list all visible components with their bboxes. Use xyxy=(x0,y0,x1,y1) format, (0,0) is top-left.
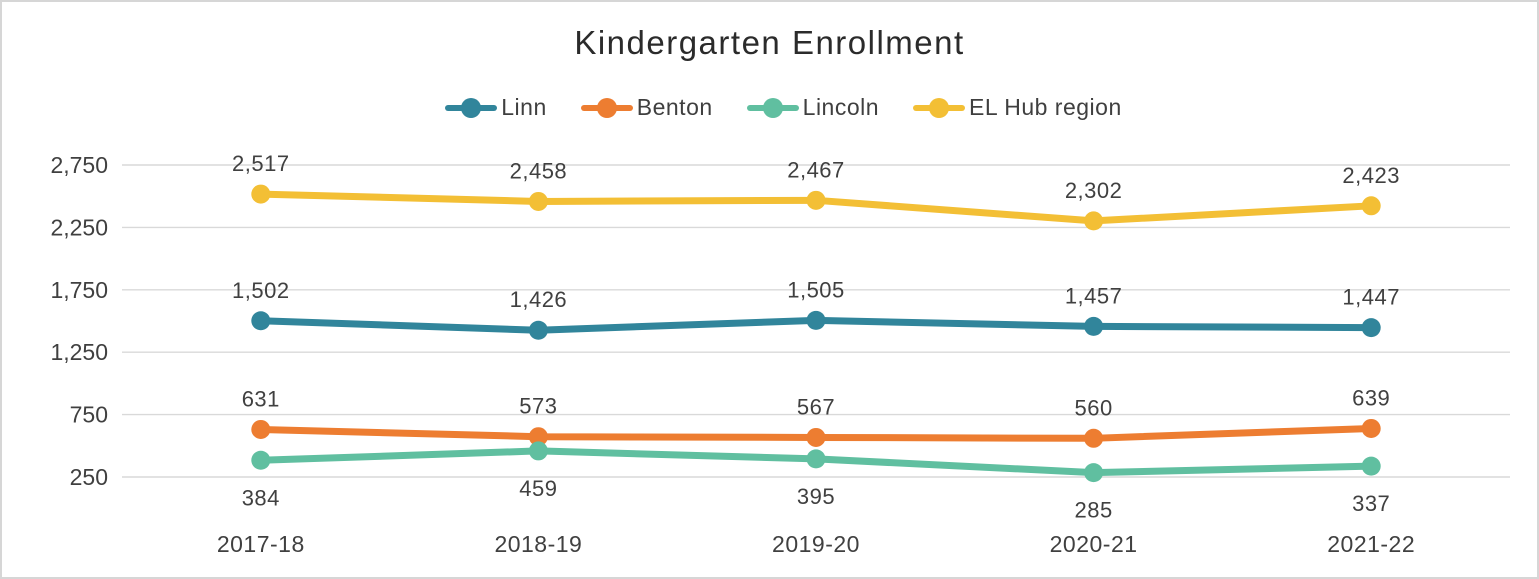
data-point-linn xyxy=(806,310,826,330)
data-point-lincoln xyxy=(528,441,548,461)
data-point-el-hub-region xyxy=(1084,211,1104,231)
chart-legend: Linn Benton Lincoln EL Hub region xyxy=(16,94,1537,121)
legend-item-el-hub-region: EL Hub region xyxy=(913,94,1122,121)
data-point-el-hub-region xyxy=(806,190,826,210)
data-point-benton xyxy=(251,419,271,439)
legend-label-el-hub-region: EL Hub region xyxy=(969,94,1122,120)
data-point-el-hub-region xyxy=(1361,196,1381,216)
y-tick-label: 1,750 xyxy=(50,277,108,303)
legend-marker-el-hub-region-icon xyxy=(913,97,966,118)
data-point-lincoln xyxy=(251,450,271,470)
data-label-benton: 573 xyxy=(519,394,557,419)
data-label-el-hub-region: 2,302 xyxy=(1065,178,1123,203)
data-point-el-hub-region xyxy=(528,191,548,211)
legend-item-lincoln: Lincoln xyxy=(746,94,880,121)
data-point-linn xyxy=(1361,318,1381,338)
data-label-benton: 567 xyxy=(797,394,835,419)
data-point-linn xyxy=(528,320,548,340)
data-label-benton: 639 xyxy=(1352,385,1390,410)
data-label-lincoln: 459 xyxy=(519,476,557,501)
data-label-linn: 1,502 xyxy=(232,278,290,303)
data-point-benton xyxy=(528,427,548,447)
chart-title: Kindergarten Enrollment xyxy=(574,24,965,61)
series-linn: 1,502 1,426 1,505 1,457 1,447 xyxy=(232,277,1400,340)
x-tick-label: 2020-21 xyxy=(1050,531,1138,557)
data-label-linn: 1,426 xyxy=(510,287,568,312)
data-point-benton xyxy=(1084,428,1104,448)
data-label-lincoln: 337 xyxy=(1352,491,1390,516)
legend-label-lincoln: Lincoln xyxy=(802,94,880,120)
x-tick-label: 2017-18 xyxy=(217,531,305,557)
legend-label-linn: Linn xyxy=(501,94,547,120)
data-point-linn xyxy=(1084,316,1104,336)
y-tick-label: 2,750 xyxy=(50,152,108,178)
series-el-hub-region: 2,517 2,458 2,467 2,302 2,423 xyxy=(232,151,1400,231)
data-label-benton: 631 xyxy=(242,386,280,411)
x-axis-labels: 2017-18 2018-19 2019-20 2020-21 2021-22 xyxy=(217,531,1415,557)
data-label-lincoln: 384 xyxy=(242,485,280,510)
data-label-el-hub-region: 2,467 xyxy=(787,157,845,182)
y-tick-label: 750 xyxy=(70,402,108,428)
data-point-linn xyxy=(251,311,271,331)
x-tick-label: 2021-22 xyxy=(1327,531,1415,557)
data-label-benton: 560 xyxy=(1074,395,1112,420)
data-point-lincoln xyxy=(806,449,826,469)
data-point-el-hub-region xyxy=(251,184,271,204)
gridlines xyxy=(122,164,1510,478)
data-label-linn: 1,447 xyxy=(1342,285,1400,310)
data-label-el-hub-region: 2,423 xyxy=(1342,163,1400,188)
data-label-lincoln: 285 xyxy=(1074,498,1112,523)
legend-marker-linn-icon xyxy=(445,97,498,118)
legend-marker-benton-icon xyxy=(580,97,633,118)
y-tick-label: 1,250 xyxy=(50,339,108,365)
data-point-benton xyxy=(806,427,826,447)
data-label-el-hub-region: 2,517 xyxy=(232,151,290,176)
y-axis-labels: 250 750 1,250 1,750 2,250 2,750 xyxy=(50,152,108,490)
data-point-benton xyxy=(1361,418,1381,438)
series-lincoln: 384 459 395 285 337 xyxy=(242,441,1390,523)
data-label-lincoln: 395 xyxy=(797,484,835,509)
data-label-linn: 1,457 xyxy=(1065,283,1123,308)
data-label-linn: 1,505 xyxy=(787,277,845,302)
legend-item-linn: Linn xyxy=(445,94,546,121)
x-tick-label: 2019-20 xyxy=(772,531,860,557)
data-point-lincoln xyxy=(1361,456,1381,476)
legend-item-benton: Benton xyxy=(580,94,713,121)
y-tick-label: 2,250 xyxy=(50,214,108,240)
x-tick-label: 2018-19 xyxy=(494,531,582,557)
legend-marker-lincoln-icon xyxy=(746,97,799,118)
legend-label-benton: Benton xyxy=(636,94,713,120)
y-tick-label: 250 xyxy=(70,464,108,490)
series-benton: 631 573 567 560 639 xyxy=(242,385,1390,448)
data-label-el-hub-region: 2,458 xyxy=(510,158,568,183)
data-point-lincoln xyxy=(1084,463,1104,483)
